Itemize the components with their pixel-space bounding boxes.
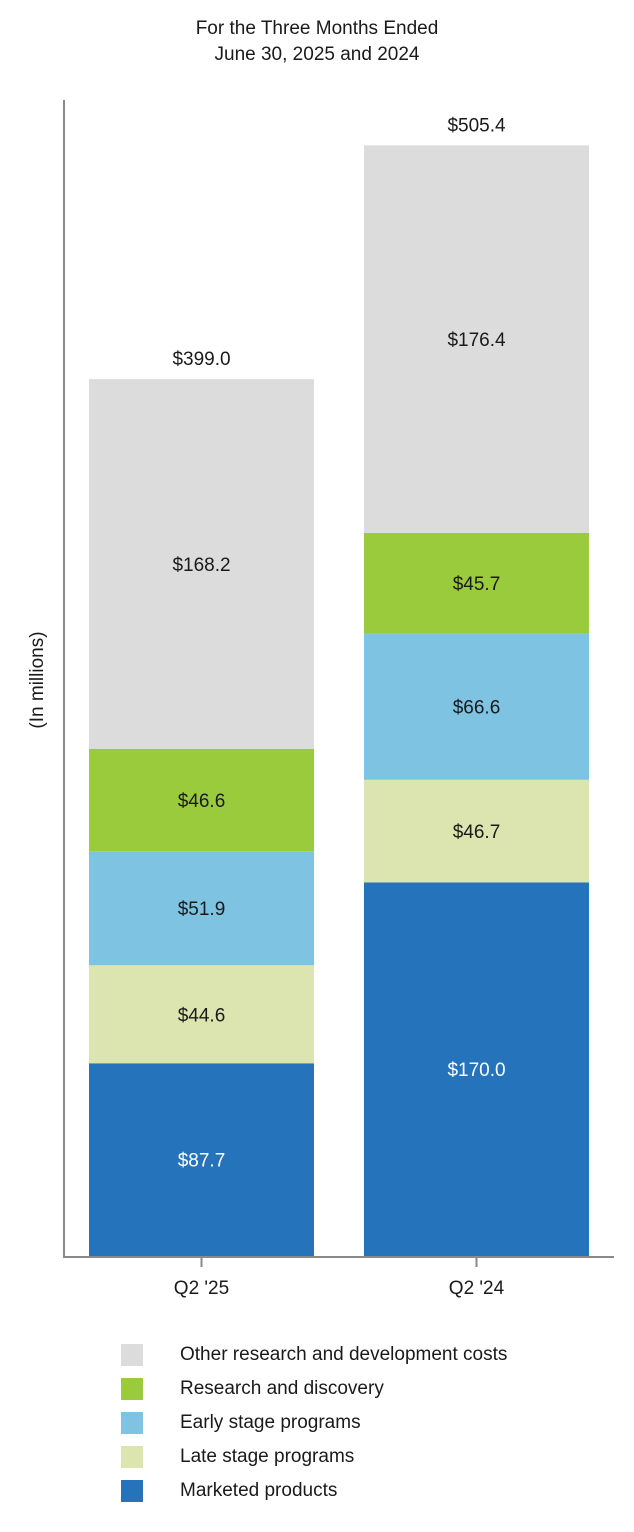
legend-swatch (121, 1344, 143, 1366)
chart-title-line-1: For the Three Months Ended (195, 18, 439, 39)
legend-label: Other research and development costs (180, 1344, 508, 1365)
legend-label: Research and discovery (180, 1378, 384, 1399)
data-label: $87.7 (178, 1151, 226, 1172)
bar-segment (364, 532, 589, 634)
total-label: $399.0 (172, 349, 230, 370)
stacked-bar-chart: (In millions) $87.7 $44.6 $51.9 $46.6 $168.2… (27, 100, 614, 1299)
chart-title: For the Three Months Ended June 30, 2025… (0, 16, 634, 68)
data-label: $176.4 (447, 330, 506, 351)
bar-segment (364, 633, 589, 780)
y-axis-label: (In millions) (27, 631, 48, 728)
bar-segment (89, 1063, 314, 1256)
data-label: $44.6 (178, 1005, 226, 1026)
bar-segment (364, 779, 589, 883)
bar-segment (89, 748, 314, 852)
bar-segment (89, 965, 314, 1064)
legend-swatch (121, 1378, 143, 1400)
legend-label: Marketed products (180, 1480, 338, 1501)
legend-item: Other research and development costs (121, 1338, 507, 1372)
data-label: $66.6 (453, 698, 501, 719)
legend-item: Early stage programs (121, 1406, 507, 1440)
legend-swatch (121, 1412, 143, 1434)
data-label: $46.6 (178, 791, 226, 812)
x-tick-label: Q2 '25 (174, 1278, 229, 1299)
data-label: $168.2 (172, 555, 230, 576)
legend-label: Early stage programs (180, 1412, 361, 1433)
data-label: $45.7 (453, 574, 501, 595)
bars-layer: $87.7 $44.6 $51.9 $46.6 $168.2 $399.0 $170.0 $4… (89, 115, 589, 1256)
legend-swatch (121, 1446, 143, 1468)
bar-segment (89, 851, 314, 966)
chart-title-line-2: June 30, 2025 and 2024 (214, 44, 420, 65)
total-label: $505.4 (447, 115, 506, 136)
legend-item: Marketed products (121, 1474, 507, 1508)
bar-segment (364, 145, 589, 533)
bar-segment (89, 379, 314, 749)
legend-swatch (121, 1480, 143, 1502)
data-label: $46.7 (453, 822, 501, 843)
legend-item: Research and discovery (121, 1372, 507, 1406)
x-tick-label: Q2 '24 (449, 1278, 505, 1299)
legend-item: Late stage programs (121, 1440, 507, 1474)
data-label: $51.9 (178, 899, 226, 920)
legend-label: Late stage programs (180, 1446, 355, 1467)
bar-segment (364, 882, 589, 1256)
legend: Other research and development costs Rese… (121, 1338, 507, 1508)
data-label: $170.0 (447, 1060, 505, 1081)
